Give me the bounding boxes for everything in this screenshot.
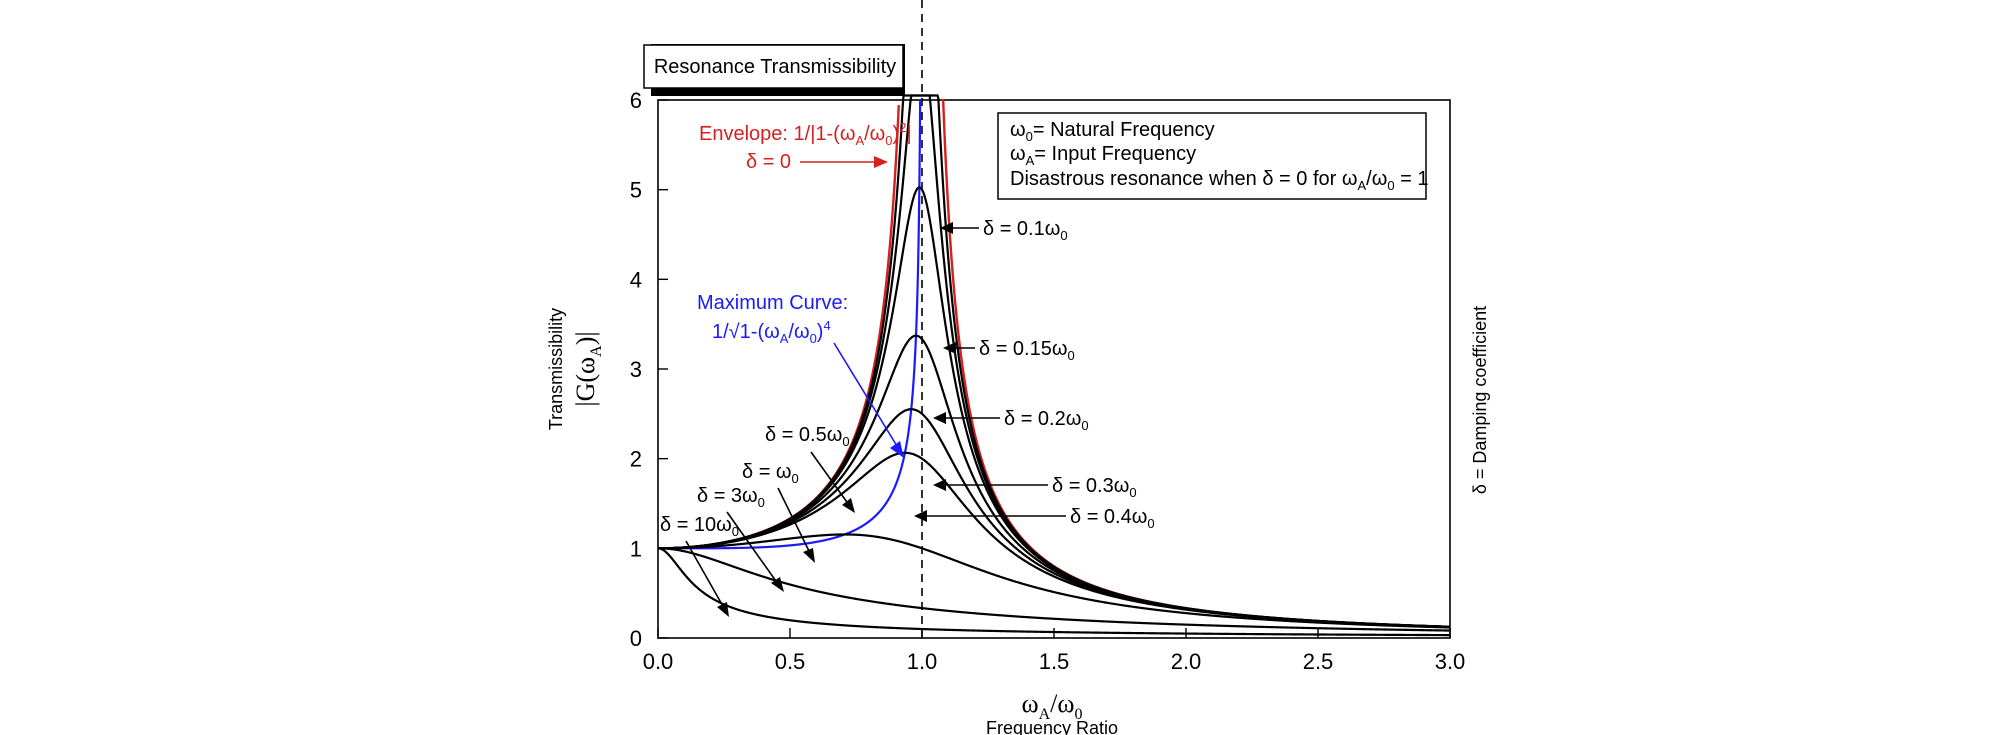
y-tick-label: 2 — [630, 447, 642, 472]
envelope-label: Envelope: 1/|1-(ωA/ω0)2| — [699, 120, 912, 148]
maximum-curve — [658, 99, 922, 550]
y-axis-label: |G(ωA)| — [571, 331, 605, 406]
x-tick-label: 1.0 — [907, 649, 938, 674]
curve-0-5-0 — [658, 451, 1451, 629]
title-box — [643, 44, 904, 89]
envelope-delta-label: δ = 0 — [746, 151, 791, 173]
delta-05-arrow — [810, 451, 850, 506]
delta-05-label: δ = 0.5ω0 — [765, 424, 850, 449]
delta-10-label: δ = 10ω0 — [660, 514, 739, 539]
right-damping-label: δ = Damping coefficient — [1470, 306, 1490, 494]
x-tick-label: 3.0 — [1435, 649, 1466, 674]
delta-02-label: δ = 0.2ω0 — [1004, 408, 1089, 433]
x-tick-label: 1.5 — [1039, 649, 1070, 674]
delta-3-arrow — [726, 511, 779, 585]
legend-disastrous-resonance: Disastrous resonance when δ = 0 for ωA/ω… — [1010, 168, 1428, 193]
axis-ticks: 0.0 0.5 1.0 1.5 2.0 2.5 3.0 0 1 2 3 4 5 6 — [630, 88, 1466, 674]
x-axis-label: ωA/ω0 — [1021, 689, 1082, 723]
x-tick-label: 2.5 — [1303, 649, 1334, 674]
delta-labels-left: δ = 0.5ω0 δ = ω0 δ = 3ω0 δ = 10ω0 — [660, 424, 855, 617]
legend-natural-frequency: ω0= Natural Frequency — [1010, 119, 1215, 144]
delta-03-label: δ = 0.3ω0 — [1052, 475, 1137, 500]
delta-015-label: δ = 0.15ω0 — [979, 338, 1075, 363]
delta-3-label: δ = 3ω0 — [697, 485, 765, 510]
curves — [657, 94, 1451, 637]
delta-01-arrowhead — [940, 222, 953, 234]
curve-10-0 — [657, 547, 1450, 637]
delta-04-arrowhead — [914, 510, 927, 522]
y-tick-label: 3 — [630, 357, 642, 382]
y-tick-label: 0 — [630, 626, 642, 651]
delta-02-arrowhead — [933, 412, 946, 424]
y-tick-label: 5 — [630, 178, 642, 203]
maximum-curve-formula: 1/√1-(ωA/ω0)4 — [712, 318, 831, 346]
y-tick-label: 1 — [630, 536, 642, 561]
legend-box — [997, 112, 1427, 200]
delta-3-arrowhead — [771, 577, 784, 592]
curve-0 — [658, 533, 1451, 629]
delta-1-arrowhead — [803, 548, 815, 563]
x-tick-label: 2.0 — [1171, 649, 1202, 674]
delta-1-label: δ = ω0 — [742, 461, 799, 486]
delta-05-arrowhead — [842, 498, 855, 513]
delta-labels: δ = 0.1ω0 δ = 0.15ω0 δ = 0.2ω0 δ = 0.3ω0… — [914, 218, 1155, 531]
legend-input-frequency: ωA= Input Frequency — [1010, 143, 1196, 168]
delta-01-label: δ = 0.1ω0 — [983, 218, 1068, 243]
y-tick-label: 6 — [630, 88, 642, 113]
delta-03-arrowhead — [933, 479, 946, 491]
delta-04-label: δ = 0.4ω0 — [1070, 506, 1155, 531]
y-tick-label: 4 — [630, 267, 642, 292]
delta-10-arrow — [685, 540, 725, 609]
x-axis-caption: Frequency Ratio — [986, 718, 1118, 735]
delta-10-arrowhead — [717, 602, 729, 617]
x-tick-label: 0.0 — [643, 649, 674, 674]
maximum-curve-arrow — [833, 342, 901, 452]
maximum-curve-arrowhead — [890, 441, 904, 458]
y-axis-caption: Transmissibility — [546, 308, 566, 430]
x-tick-label: 0.5 — [775, 649, 806, 674]
chart-title: Resonance Transmissibility — [654, 56, 896, 78]
envelope-arrowhead — [874, 156, 888, 168]
maximum-curve-label: Maximum Curve: — [697, 292, 848, 314]
delta-015-arrowhead — [943, 342, 956, 354]
delta-1-arrow — [777, 487, 811, 554]
curve-3-0 — [657, 547, 1451, 632]
